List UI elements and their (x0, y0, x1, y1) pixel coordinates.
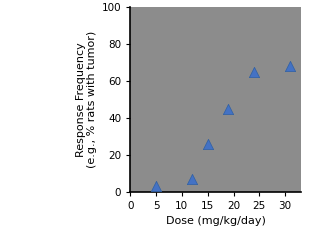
X-axis label: Dose (mg/kg/day): Dose (mg/kg/day) (166, 216, 265, 227)
Point (288, 64, 293, 68)
Point (226, 107, 231, 111)
Point (252, 70, 257, 74)
Y-axis label: Response Frequency
(e.g., % rats with tumor): Response Frequency (e.g., % rats with tu… (76, 31, 97, 168)
Point (190, 177, 195, 181)
Point (153, 184, 158, 188)
Point (205, 142, 210, 146)
